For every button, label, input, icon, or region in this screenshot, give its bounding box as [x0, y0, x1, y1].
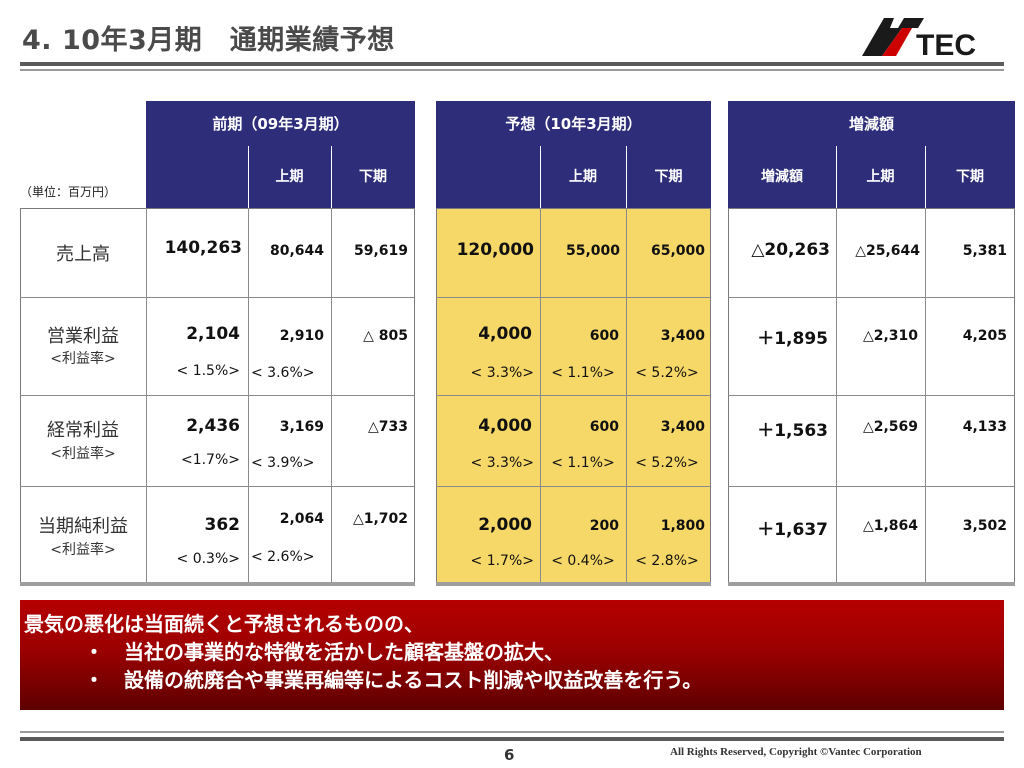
ord-fc-h1-pct: < 1.1%>: [551, 455, 615, 471]
sales-prev-total: 140,263: [164, 238, 242, 258]
net-prev-total: 362: [204, 515, 241, 535]
message-line-1: 景気の悪化は当面続くと予想されるものの、: [24, 612, 424, 636]
sales-fc-h2: 65,000: [650, 243, 705, 259]
net-prev-h1: 2,064: [279, 511, 324, 527]
header-forecast-h2: 下期: [654, 169, 683, 185]
ord-fc-h2-pct: < 5.2%>: [635, 455, 699, 471]
op-fc-h2: 3,400: [660, 328, 705, 344]
row-sub-ordinary-margin: <利益率>: [50, 446, 116, 462]
op-fc-h1: 600: [589, 328, 619, 344]
row-label-sales: 売上高: [56, 244, 110, 265]
outlook-message-banner: 景気の悪化は当面続くと予想されるものの、 ・ 当社の事業的な特徴を活かした顧客基…: [20, 600, 1004, 710]
net-fc-h2-pct: < 2.8%>: [635, 553, 699, 569]
op-prev-h2: △ 805: [363, 328, 408, 344]
ord-prev-total-pct: <1.7%>: [180, 452, 240, 468]
header-prev-h1: 上期: [275, 169, 304, 185]
ord-prev-total: 2,436: [186, 416, 240, 436]
ord-chg-h1: △2,569: [862, 419, 918, 435]
op-fc-h1-pct: < 1.1%>: [551, 365, 615, 381]
sales-chg-h2: 5,381: [962, 243, 1007, 259]
ord-chg-total: ＋1,563: [757, 421, 828, 441]
title-rule: [20, 62, 1004, 66]
op-chg-h2: 4,205: [962, 328, 1007, 344]
message-bullet-1: ・ 当社の事業的な特徴を活かした顧客基盤の拡大、: [84, 640, 564, 664]
net-chg-h2: 3,502: [962, 518, 1007, 534]
op-chg-total: ＋1,895: [757, 329, 828, 349]
sales-prev-h1: 80,644: [269, 243, 324, 259]
net-fc-h1-pct: < 0.4%>: [551, 553, 615, 569]
net-prev-total-pct: < 0.3%>: [176, 551, 240, 567]
header-change-h1: 上期: [866, 169, 895, 185]
row-sub-operating-margin: <利益率>: [50, 351, 116, 367]
sales-prev-h2: 59,619: [353, 243, 408, 259]
net-chg-total: ＋1,637: [757, 520, 828, 540]
unit-label: （単位：百万円）: [20, 185, 117, 199]
sales-fc-total: 120,000: [456, 240, 534, 260]
page-title: 4. 10年3月期 通期業績予想: [22, 25, 395, 56]
page-number: 6: [504, 746, 515, 764]
footer-rule-thin: [20, 731, 1004, 733]
net-fc-total-pct: < 1.7%>: [470, 553, 534, 569]
row-sub-net-margin: <利益率>: [50, 542, 116, 558]
header-change-sub: [728, 146, 1015, 208]
net-fc-h2: 1,800: [660, 518, 705, 534]
sales-fc-h1: 55,000: [565, 243, 620, 259]
ord-fc-total-pct: < 3.3%>: [470, 455, 534, 471]
op-prev-h1-pct: < 3.6%>: [251, 365, 315, 381]
header-prev-sub: [146, 146, 415, 208]
net-prev-h1-pct: < 2.6%>: [251, 549, 315, 565]
sales-chg-h1: △25,644: [855, 243, 920, 259]
op-chg-h1: △2,310: [862, 328, 918, 344]
header-forecast: 予想（10年3月期）: [436, 101, 711, 146]
net-fc-h1: 200: [589, 518, 619, 534]
table-forecast: [436, 208, 711, 584]
message-bullet-2: ・ 設備の統廃合や事業再編等によるコスト削減や収益改善を行う。: [84, 668, 703, 692]
footer-rule: [20, 737, 1004, 741]
ord-prev-h2: △733: [368, 419, 408, 435]
op-fc-total-pct: < 3.3%>: [470, 365, 534, 381]
ord-fc-h2: 3,400: [660, 419, 705, 435]
op-fc-h2-pct: < 5.2%>: [635, 365, 699, 381]
header-prev-h2: 下期: [359, 169, 387, 185]
ord-prev-h1: 3,169: [279, 419, 324, 435]
copyright-notice: All Rights Reserved, Copyright ©Vantec C…: [670, 746, 922, 758]
header-change: 増減額: [728, 101, 1015, 146]
header-change-total: 増減額: [761, 169, 803, 185]
ord-chg-h2: 4,133: [962, 419, 1007, 435]
table-change: [728, 208, 1015, 584]
vantec-logo: TEC: [862, 18, 976, 60]
header-prev: 前期（09年3月期）: [146, 101, 415, 146]
row-label-ordinary-income: 経常利益: [47, 420, 119, 441]
sales-chg-total: △20,263: [751, 240, 830, 260]
header-forecast-h1: 上期: [569, 169, 597, 185]
ord-fc-total: 4,000: [478, 416, 532, 436]
header-change-h2: 下期: [956, 169, 984, 185]
header-forecast-sub: [436, 146, 711, 208]
net-prev-h2: △1,702: [352, 511, 408, 527]
op-fc-total: 4,000: [478, 324, 532, 344]
net-fc-total: 2,000: [478, 515, 532, 535]
op-prev-total: 2,104: [186, 324, 240, 344]
op-prev-h1: 2,910: [279, 328, 324, 344]
logo-wordmark: TEC: [916, 29, 976, 60]
table-prev: [20, 208, 415, 584]
op-prev-total-pct: < 1.5%>: [176, 363, 240, 379]
title-rule-thin: [20, 69, 1004, 71]
net-chg-h1: △1,864: [862, 518, 918, 534]
row-label-operating-income: 営業利益: [47, 326, 119, 347]
ord-prev-h1-pct: < 3.9%>: [251, 455, 315, 471]
row-label-net-income: 当期純利益: [38, 516, 128, 537]
ord-fc-h1: 600: [589, 419, 619, 435]
